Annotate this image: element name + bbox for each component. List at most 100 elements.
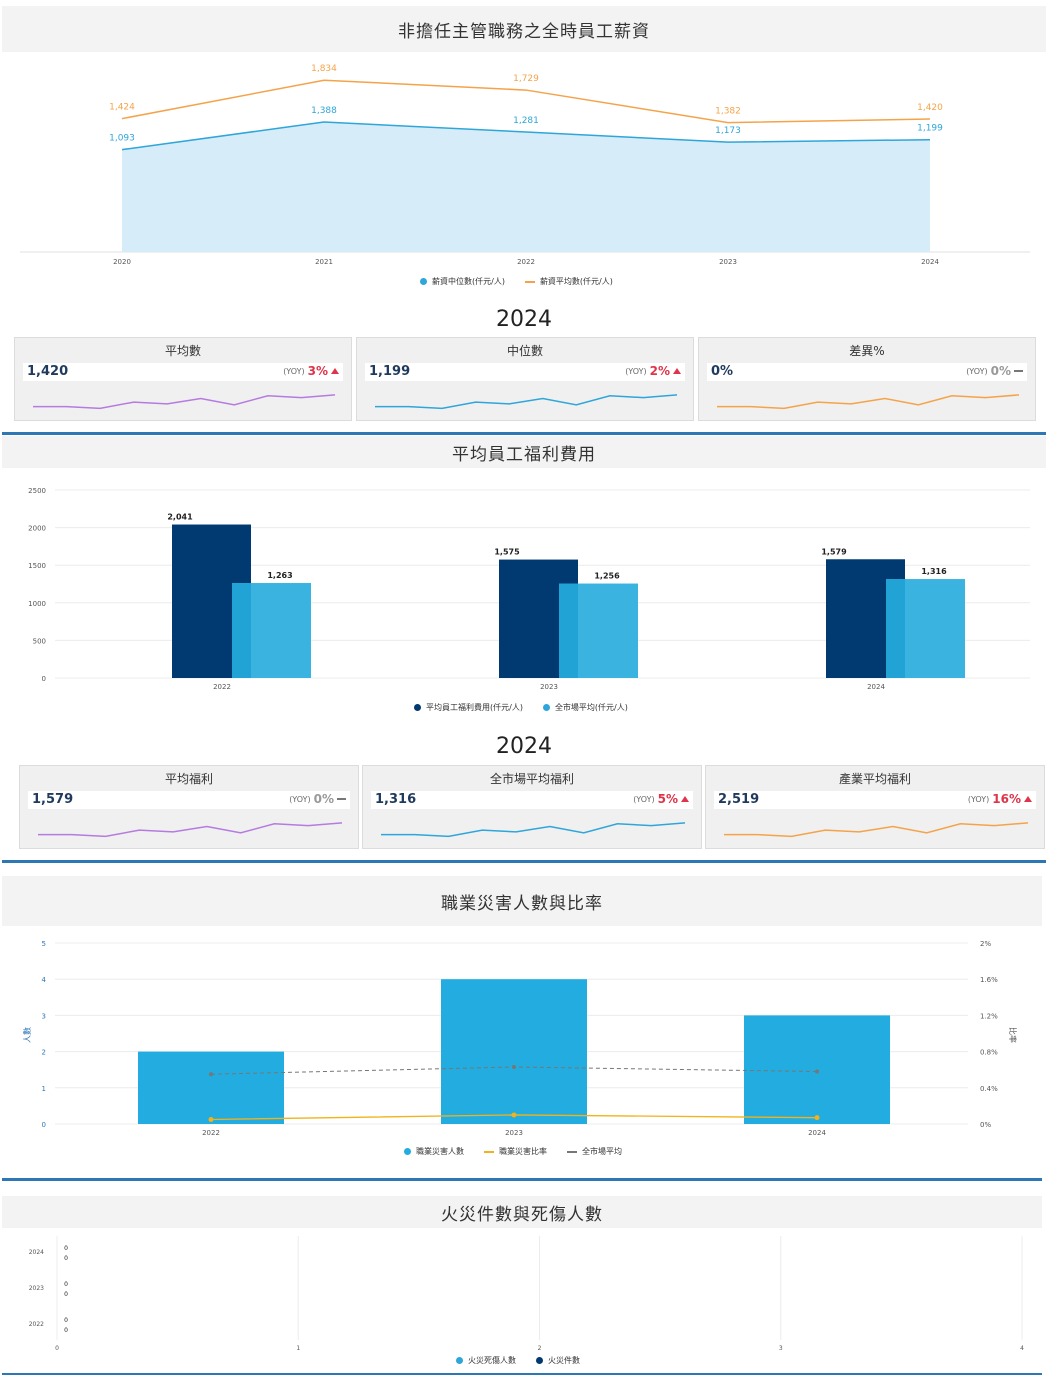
salary-x-tick: 2023 xyxy=(719,258,737,266)
kpi-card[interactable]: 平均數 1,420 (YOY) 3% xyxy=(14,337,352,421)
welfare-kpi-year: 2024 xyxy=(496,734,552,759)
fire-count-label: 0 xyxy=(64,1255,68,1262)
injury-x-tick: 2022 xyxy=(202,1129,220,1137)
sparkline-path xyxy=(38,822,343,838)
injury-x-tick: 2024 xyxy=(808,1129,826,1137)
trend-flat-icon xyxy=(337,798,346,800)
fire-casualties-label: 0 xyxy=(64,1245,68,1252)
median-line xyxy=(121,121,931,151)
welfare-company-label: 1,579 xyxy=(821,547,847,556)
divider-1 xyxy=(2,432,1046,435)
mean-label: 1,729 xyxy=(513,74,539,84)
injury-y-label: 人數 xyxy=(22,1027,32,1043)
fire-x-tick: 1 xyxy=(296,1345,300,1352)
divider-3 xyxy=(2,1178,1042,1181)
welfare-market-label: 1,263 xyxy=(267,571,292,580)
injury-y-tick: 0 xyxy=(42,1121,46,1129)
salary-x-tick: 2024 xyxy=(921,258,939,266)
fire-casualties-label: 0 xyxy=(64,1317,68,1324)
mean-line xyxy=(121,79,931,124)
divider-2 xyxy=(2,860,1046,863)
median-label: 1,199 xyxy=(917,124,943,134)
kpi-title: 差異% xyxy=(849,344,885,358)
welfare-company-label: 2,041 xyxy=(167,513,193,522)
injury-y2-tick: 0.4% xyxy=(980,1085,998,1093)
salary-x-tick: 2021 xyxy=(315,258,333,266)
trend-flat-icon xyxy=(1014,370,1023,372)
legend-mean[interactable]: 薪資平均數(仟元/人) xyxy=(524,276,613,287)
mean-label: 1,834 xyxy=(311,64,337,74)
kpi-yoy: (YOY) 16% xyxy=(968,792,1032,806)
injury-rate-point xyxy=(511,1112,517,1118)
injury-y2-tick: 0.8% xyxy=(980,1049,998,1057)
kpi-sparkline xyxy=(381,822,686,838)
median-area xyxy=(122,122,930,252)
divider-4 xyxy=(2,1373,1042,1375)
fire-x-tick: 3 xyxy=(779,1345,783,1352)
welfare-bar-overlap xyxy=(886,579,905,678)
kpi-value: 2,519 xyxy=(718,792,760,807)
market-average-point xyxy=(512,1064,516,1069)
kpi-card[interactable]: 產業平均福利 2,519 (YOY) 16% xyxy=(705,765,1045,849)
legend-median[interactable]: 薪資中位數(仟元/人) xyxy=(420,276,505,287)
trend-up-icon xyxy=(331,368,339,374)
welfare-market-label: 1,256 xyxy=(594,572,620,581)
kpi-card[interactable]: 全市場平均福利 1,316 (YOY) 5% xyxy=(362,765,702,849)
legend-fire-casualties[interactable]: 火災死傷人數 xyxy=(456,1355,516,1366)
kpi-value: 1,579 xyxy=(32,792,74,807)
kpi-card[interactable]: 平均福利 1,579 (YOY) 0% xyxy=(19,765,359,849)
yoy-percent: 16% xyxy=(992,792,1021,806)
injury-y-tick: 1 xyxy=(42,1085,46,1093)
sparkline-path xyxy=(33,394,336,410)
welfare-legend: 平均員工福利費用(仟元/人) 全市場平均(仟元/人) xyxy=(414,702,628,713)
kpi-card[interactable]: 中位數 1,199 (YOY) 2% xyxy=(356,337,694,421)
fire-chart: 0 1 2 3 4 2024 0 0 2023 0 0 2022 0 0 xyxy=(29,1236,1024,1352)
yoy-percent: 3% xyxy=(307,364,328,378)
fire-y-tick: 2022 xyxy=(29,1321,44,1328)
kpi-yoy: (YOY) 5% xyxy=(633,792,689,806)
kpi-yoy: (YOY) 0% xyxy=(289,792,346,806)
salary-title: 非擔任主管職務之全時員工薪資 xyxy=(2,6,1046,52)
injury-y2-label: 比率 xyxy=(1008,1027,1018,1043)
kpi-yoy: (YOY) 2% xyxy=(625,364,681,378)
kpi-value-row: 1,420 (YOY) 3% xyxy=(23,363,343,381)
kpi-sparkline xyxy=(33,394,336,410)
yoy-label: (YOY) xyxy=(625,366,647,376)
injury-y2-tick: 0% xyxy=(980,1121,991,1129)
kpi-card[interactable]: 差異% 0% (YOY) 0% xyxy=(698,337,1036,421)
kpi-title: 平均福利 xyxy=(164,772,213,786)
kpi-sparkline xyxy=(724,822,1029,838)
kpi-yoy: (YOY) 0% xyxy=(966,364,1023,378)
kpi-value-row: 1,579 (YOY) 0% xyxy=(28,791,350,809)
salary-kpi-year: 2024 xyxy=(496,307,552,332)
welfare-y-tick: 1000 xyxy=(28,600,46,608)
legend-company-welfare[interactable]: 平均員工福利費用(仟元/人) xyxy=(414,702,523,713)
kpi-value: 1,316 xyxy=(375,792,417,807)
mean-label: 1,420 xyxy=(917,103,943,113)
legend-fire-count[interactable]: 火災件數 xyxy=(536,1355,580,1366)
median-label: 1,173 xyxy=(715,126,741,136)
kpi-sparkline xyxy=(717,394,1020,410)
welfare-y-tick: 2000 xyxy=(28,525,46,533)
yoy-percent: 5% xyxy=(657,792,678,806)
sparkline-path xyxy=(724,822,1029,838)
injury-legend: 職業災害人數 職業災害比率 全市場平均 xyxy=(404,1146,622,1157)
kpi-sparkline xyxy=(375,394,678,410)
welfare-y-tick: 0 xyxy=(42,675,46,683)
injury-title: 職業災害人數與比率 xyxy=(2,876,1042,926)
welfare-x-tick: 2023 xyxy=(540,683,558,691)
legend-market-average[interactable]: 全市場平均 xyxy=(567,1146,622,1157)
sparkline-path xyxy=(717,394,1020,410)
legend-injury-count[interactable]: 職業災害人數 xyxy=(404,1146,464,1157)
salary-chart: 1,093 1,388 1,281 1,173 1,199 1,424 1,834 1,729… xyxy=(20,64,1030,266)
kpi-value-row: 1,316 (YOY) 5% xyxy=(371,791,693,809)
legend-market-welfare[interactable]: 全市場平均(仟元/人) xyxy=(542,702,628,713)
injury-rate-point xyxy=(814,1115,820,1121)
welfare-bar-overlap xyxy=(232,583,251,678)
legend-injury-rate[interactable]: 職業災害比率 xyxy=(484,1146,547,1157)
mean-label: 1,382 xyxy=(715,107,741,117)
fire-title: 火災件數與死傷人數 xyxy=(2,1196,1042,1228)
sparkline-path xyxy=(381,822,686,838)
salary-x-tick: 2022 xyxy=(517,258,535,266)
kpi-value-row: 2,519 (YOY) 16% xyxy=(714,791,1036,809)
